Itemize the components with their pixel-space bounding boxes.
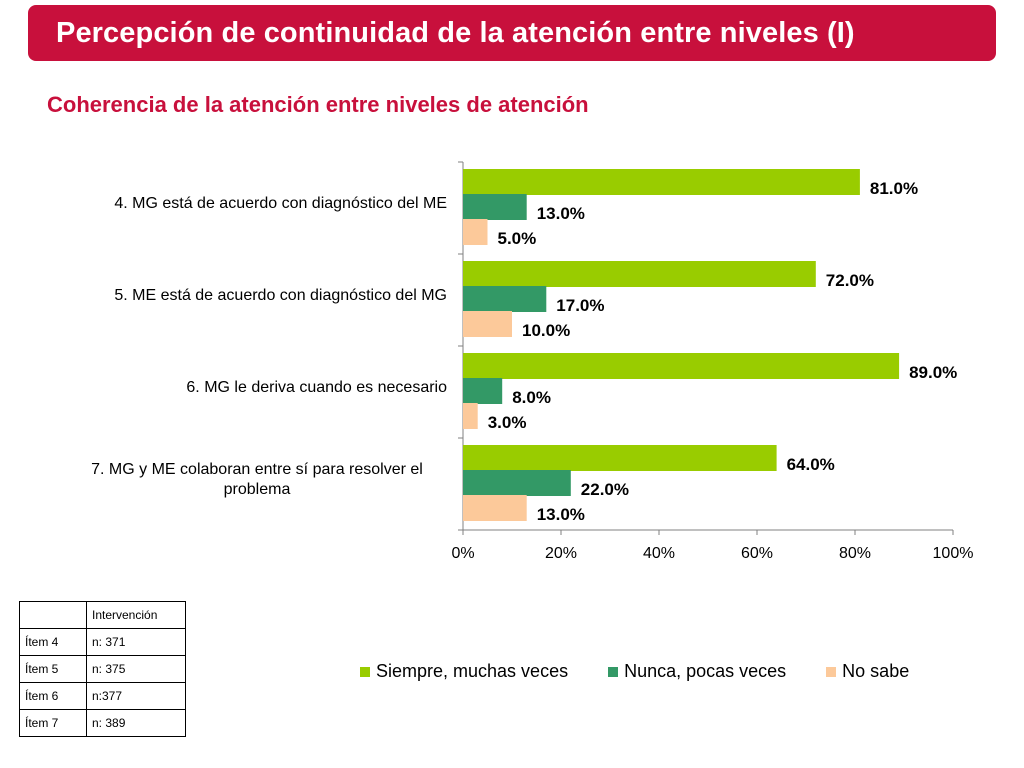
legend-swatch-no-sabe (826, 666, 837, 677)
page-title: Percepción de continuidad de la atención… (56, 16, 855, 49)
bar (463, 470, 571, 496)
data-label: 10.0% (522, 321, 570, 340)
bar (463, 378, 503, 404)
data-label: 89.0% (909, 363, 957, 382)
table-row: Ítem 5 n: 375 (19, 655, 186, 683)
x-tick-label: 80% (839, 545, 871, 562)
data-label: 17.0% (556, 296, 604, 315)
legend-label-siempre: Siempre, muchas veces (376, 661, 569, 681)
x-tick-label: 100% (933, 545, 974, 562)
sample-size-table: Intervención Ítem 4 n: 371 Ítem 5 n: 375… (19, 601, 186, 737)
table-cell-n: n: 389 (86, 709, 186, 737)
bar-chart: 0% 20% 40% 60% 80% 100%81.0%13.0%5.0%4. MG es… (91, 161, 974, 562)
table-cell-item: Ítem 6 (19, 682, 87, 710)
category-label-line: problema (224, 481, 291, 498)
category-label-line: 7. MG y ME colaboran entre sí para resol… (91, 461, 423, 478)
bar (463, 219, 488, 245)
table-cell-item: Ítem 7 (19, 709, 87, 737)
category-label: 6. MG le deriva cuando es necesario (186, 379, 447, 396)
x-tick-label: 40% (643, 545, 675, 562)
legend-label-no-sabe: No sabe (842, 661, 910, 681)
data-label: 8.0% (512, 388, 551, 407)
bar (463, 495, 527, 521)
bar (463, 445, 777, 471)
data-label: 5.0% (498, 229, 537, 248)
legend-label-nunca: Nunca, pocas veces (624, 661, 787, 681)
chart-subtitle: Coherencia de la atención entre niveles … (47, 92, 589, 117)
category-label: 4. MG está de acuerdo con diagnóstico de… (114, 195, 447, 212)
bar (463, 311, 512, 337)
bar (463, 353, 900, 379)
table-row: Ítem 4 n: 371 (19, 628, 186, 656)
bar (463, 403, 478, 429)
bar (463, 286, 547, 312)
x-tick-label: 20% (545, 545, 577, 562)
data-label: 22.0% (581, 480, 629, 499)
bar (463, 169, 860, 195)
legend-swatch-nunca (608, 666, 619, 677)
table-row: Ítem 7 n: 389 (19, 709, 186, 737)
data-label: 13.0% (537, 204, 585, 223)
category-label: 5. ME está de acuerdo con diagnóstico de… (114, 287, 447, 304)
data-label: 64.0% (787, 455, 835, 474)
data-label: 81.0% (870, 179, 918, 198)
table-cell-item: Ítem 4 (19, 628, 87, 656)
legend-item-no-sabe: No sabe (826, 661, 909, 682)
x-tick-label: 60% (741, 545, 773, 562)
table-cell-n: n:377 (86, 682, 186, 710)
legend-item-siempre: Siempre, muchas veces (360, 661, 568, 682)
bar (463, 261, 816, 287)
data-label: 72.0% (826, 271, 874, 290)
chart-legend: Siempre, muchas veces Nunca, pocas veces… (360, 661, 909, 682)
legend-item-nunca: Nunca, pocas veces (608, 661, 786, 682)
x-tick-label: 0% (451, 545, 474, 562)
title-bar: Percepción de continuidad de la atención… (28, 5, 996, 61)
data-label: 3.0% (488, 413, 527, 432)
bar (463, 194, 527, 220)
table-row: Ítem 6 n:377 (19, 682, 186, 710)
table-header-cell (19, 601, 87, 629)
data-label: 13.0% (537, 505, 585, 524)
legend-swatch-siempre (360, 666, 370, 677)
category-label: 7. MG y ME colaboran entre sí para resol… (91, 461, 423, 498)
table-cell-n: n: 375 (86, 655, 186, 683)
table-header-cell: Intervención (86, 601, 186, 629)
table-cell-item: Ítem 5 (19, 655, 87, 683)
table-header-row: Intervención (19, 601, 186, 629)
table-cell-n: n: 371 (86, 628, 186, 656)
